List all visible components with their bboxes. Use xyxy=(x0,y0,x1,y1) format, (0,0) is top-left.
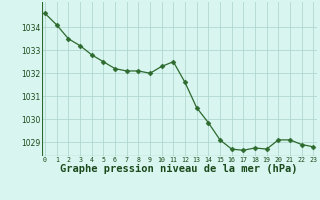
X-axis label: Graphe pression niveau de la mer (hPa): Graphe pression niveau de la mer (hPa) xyxy=(60,164,298,174)
